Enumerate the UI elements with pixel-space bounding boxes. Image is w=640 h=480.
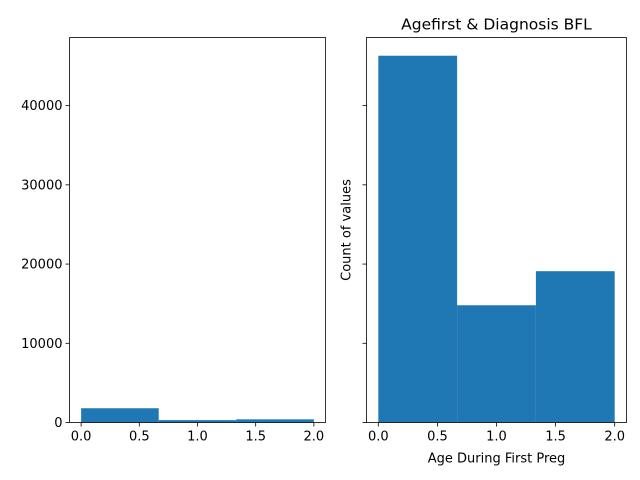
x-tick-label: 0.5 (129, 430, 150, 445)
x-tick-label: 1.5 (545, 430, 566, 445)
x-tick-label: 1.5 (245, 430, 266, 445)
x-tick-label: 2.0 (304, 430, 325, 445)
chart-title: Agefirst & Diagnosis BFL (401, 16, 592, 34)
bar-1-2 (158, 420, 237, 423)
y-axis-label: Count of values (340, 179, 355, 281)
subplot-1: 0.0 0.5 1.0 1.5 2.0 0 10000 20000 30000 40000 (21, 37, 326, 445)
bar-2-2 (457, 305, 536, 423)
y-tick-label: 10000 (21, 337, 62, 352)
bar-1-1 (81, 408, 159, 423)
y-tick-label: 0 (54, 416, 62, 431)
x-tick-label: 2.0 (604, 430, 625, 445)
bar-1-3 (236, 419, 314, 423)
x-tick-label: 0.0 (71, 430, 92, 445)
x-axis-label: Age During First Preg (428, 452, 566, 467)
y-tick-label: 40000 (21, 99, 62, 114)
y-tick-label: 30000 (21, 178, 62, 193)
x-tick-label: 1.0 (187, 430, 208, 445)
bar-2-1 (378, 55, 458, 423)
x-tick-label: 0.5 (427, 430, 448, 445)
y-tick-label: 20000 (21, 258, 62, 273)
bar-2-3 (535, 271, 615, 423)
subplot-2: 0.0 0.5 1.0 1.5 2.0 Agefirst & Diagnosis BFL A… (340, 16, 627, 467)
x-tick-label: 1.0 (486, 430, 507, 445)
x-tick-label: 0.0 (368, 430, 389, 445)
